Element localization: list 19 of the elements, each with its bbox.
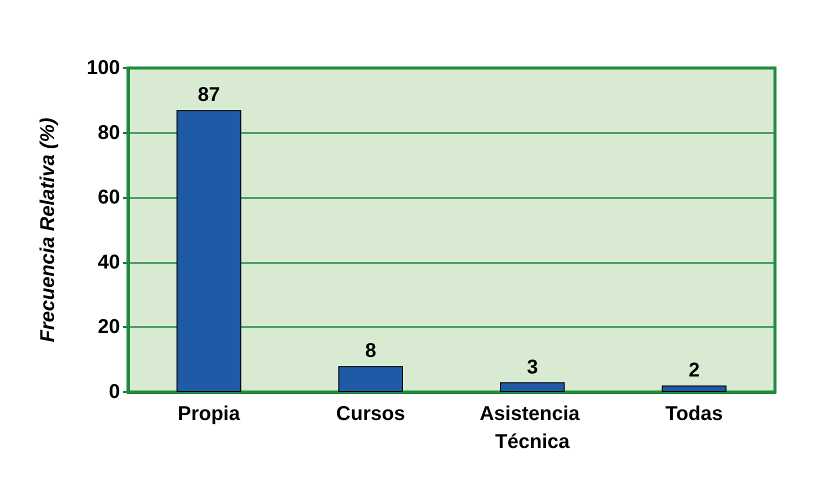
- y-tick-label: 60: [98, 186, 120, 209]
- data-label: 8: [365, 340, 376, 362]
- x-tick-label: Todas: [665, 403, 723, 425]
- x-tick-label: Cursos: [336, 403, 406, 425]
- bar: [500, 382, 565, 392]
- y-tick-label: 40: [98, 251, 120, 274]
- data-label: 3: [526, 356, 538, 378]
- y-tick-label: 80: [98, 122, 120, 144]
- bar: [176, 110, 242, 392]
- x-tick-label: Asistencia Técnica: [480, 403, 586, 453]
- bar: [338, 366, 403, 392]
- data-label: 87: [198, 84, 220, 106]
- y-tick-label: 20: [98, 316, 120, 338]
- bar: [662, 386, 726, 392]
- y-tick-label: 0: [108, 381, 120, 403]
- y-tick-label: 100: [86, 57, 120, 79]
- data-label: 2: [688, 360, 700, 382]
- x-tick-label: Propia: [178, 403, 241, 425]
- y-axis-title: Frecuencia Relativa (%): [37, 117, 59, 342]
